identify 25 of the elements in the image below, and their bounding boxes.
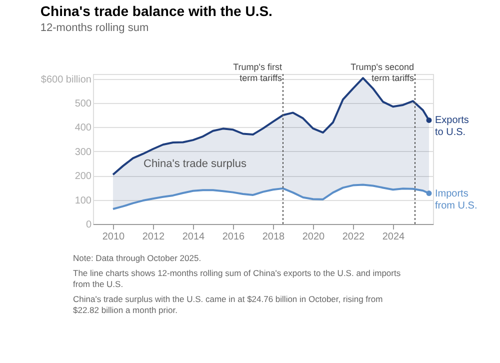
y-tick-label: 200	[74, 171, 92, 182]
series-label: Imports from U.S.	[435, 188, 478, 212]
text: China's trade surplus with the U.S. came in at $24.76 billion in October, rising from $22.82 billion a month prior.	[73, 294, 383, 315]
ref-line-label: Trump's second term tariffs	[350, 62, 414, 83]
y-tick-label: 400	[74, 122, 92, 134]
annotation: China's trade surplus	[144, 158, 247, 170]
x-tick-label: 2018	[262, 232, 286, 242]
series-label: Exports to U.S.	[435, 115, 469, 138]
chart-title: China's trade balance with the U.S.	[40, 3, 272, 19]
y-tick-label: 0	[86, 220, 92, 230]
y-tick-label: 500	[74, 98, 92, 110]
ref-line-label: Trump's first term tariffs	[233, 62, 282, 83]
y-tick-label: 300	[74, 146, 92, 158]
chart-subtitle: 12-months rolling sum	[40, 22, 149, 34]
x-tick-label: 2012	[142, 232, 166, 242]
x-tick-label: 2024	[382, 232, 406, 242]
x-tick-label: 2022	[342, 232, 366, 242]
y-tick-label: $600 billion	[40, 74, 92, 86]
y-tick-label: 100	[74, 195, 92, 206]
text: The line charts shows 12-months rolling sum of China's exports to the U.S. and imports from the U.S.	[73, 268, 401, 289]
x-tick-label: 2014	[182, 232, 206, 242]
x-tick-label: 2016	[222, 232, 246, 242]
x-tick-label: 2010	[102, 232, 126, 242]
x-tick-label: 2020	[302, 232, 326, 242]
text: Note: Data through October 2025.	[73, 253, 202, 263]
